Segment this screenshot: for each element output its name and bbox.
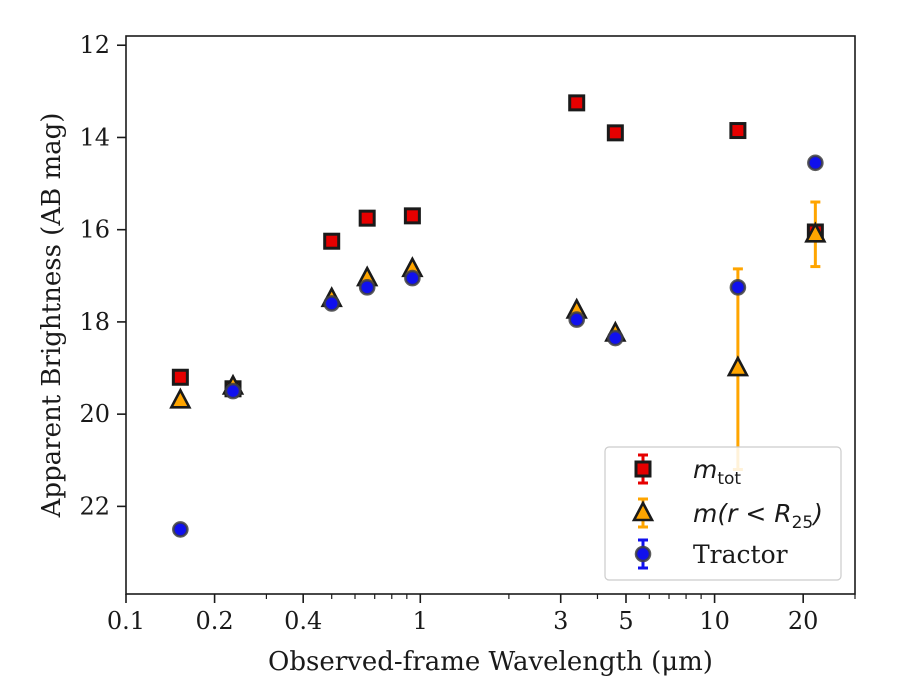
legend-label: mtot [693,455,741,489]
x-tick-label: 0.1 [107,607,145,635]
data-point-circle [172,521,189,538]
legend-label: Tractor [693,540,788,569]
axis-ticks: 0.1 0.2 0.4 1 3 5 10 20 12 14 16 18 20 22 [79,31,856,635]
series-circle [172,154,824,538]
x-tick-label: 3 [553,607,568,635]
data-point-triangle [804,221,827,243]
y-tick-label: 14 [79,123,110,151]
data-point-circle [224,382,242,400]
data-point-circle [729,279,747,296]
data-point-circle [568,311,586,328]
x-tick-label: 20 [788,607,819,635]
data-point-square [323,232,341,250]
y-tick-label: 20 [79,400,110,428]
legend-frame [604,446,842,581]
legend-item: mtot [634,453,741,489]
legend: mtot m(r < R25) Tractor [604,446,842,581]
x-tick-label: 0.2 [196,607,234,635]
legend-label: m(r < R25) [693,499,823,533]
data-point-triangle [726,355,750,377]
y-tick-label: 22 [79,492,110,520]
x-tick-label: 0.4 [284,607,322,635]
data-point-square [403,207,421,225]
x-tick-label: 10 [699,607,730,635]
data-point-square [606,124,624,142]
data-points [169,94,827,538]
data-point-square [171,368,189,386]
y-tick-label: 18 [79,308,110,336]
data-point-square [729,122,747,140]
legend-marker-circle [634,545,652,563]
legend-marker-triangle [631,500,655,522]
data-point-circle [807,154,824,172]
data-point-circle [323,295,341,312]
data-point-circle [404,269,421,287]
x-axis-label: Observed-frame Wavelength (μm) [268,647,713,677]
data-point-square [568,94,586,112]
plot-frame [125,35,856,595]
y-tick-label: 16 [79,216,110,244]
y-tick-label: 12 [79,31,110,59]
x-tick-label: 5 [618,607,633,635]
data-point-triangle [169,387,192,409]
x-tick-label: 1 [413,607,428,635]
legend-item: m(r < R25) [631,497,823,533]
data-point-circle [607,329,624,347]
data-point-circle [358,279,376,296]
legend-marker-square [634,460,652,478]
data-point-square [358,209,376,227]
y-axis-label: Apparent Brightness (AB mag) [37,113,67,519]
legend-item: Tractor [634,538,788,570]
